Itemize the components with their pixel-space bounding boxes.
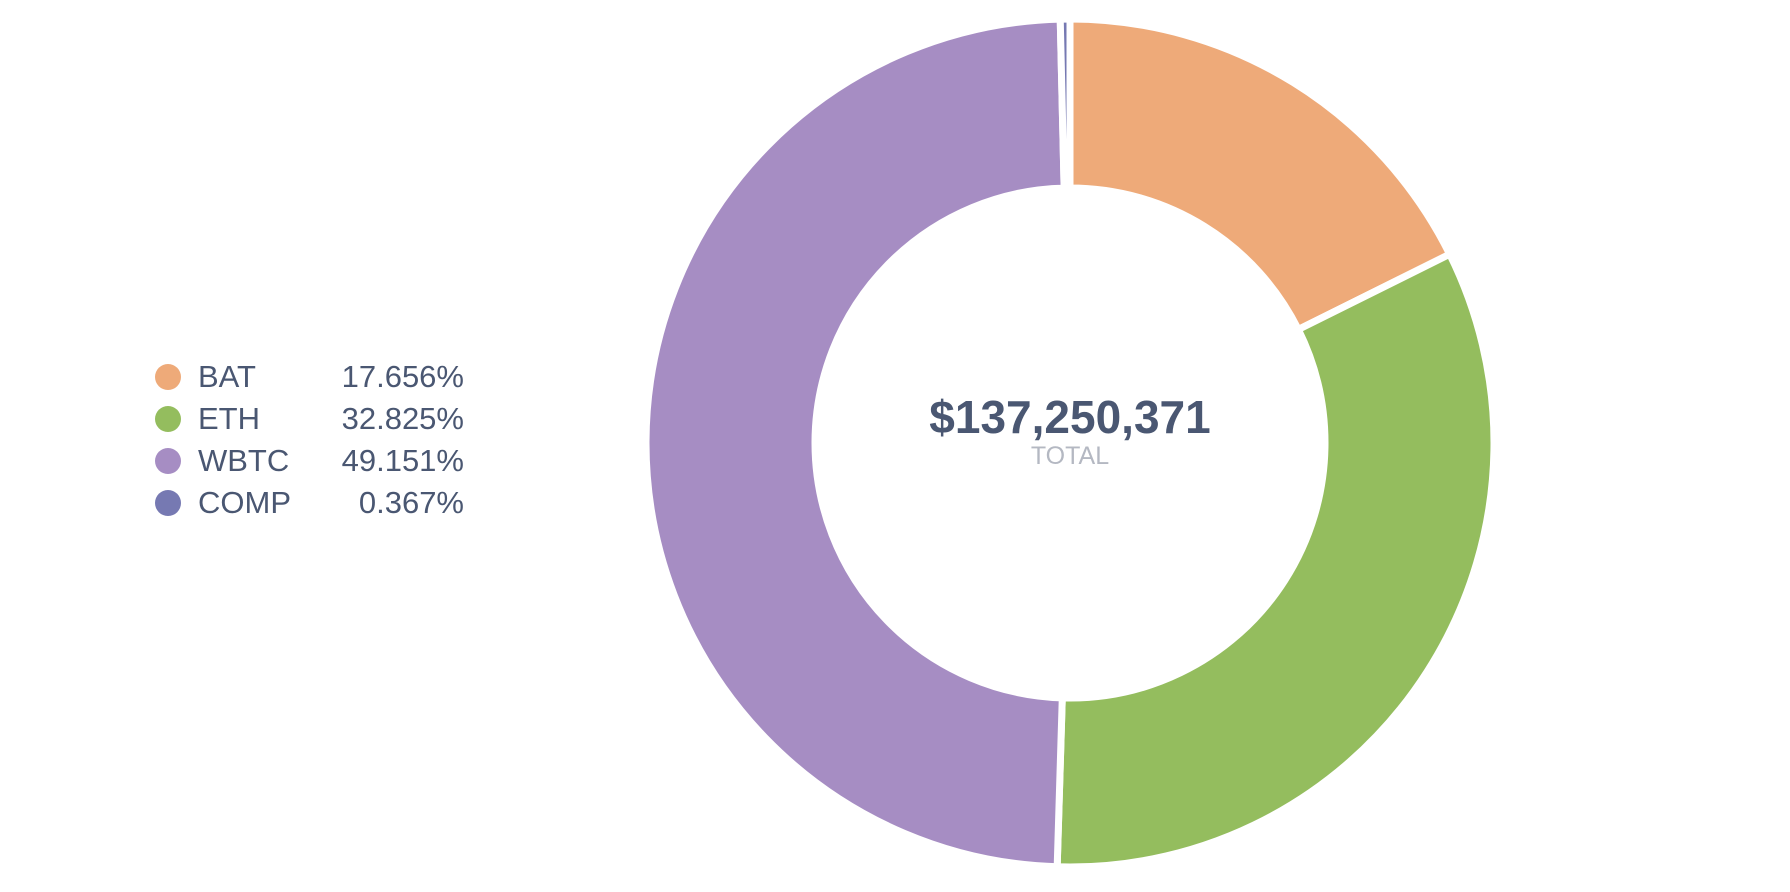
total-label: TOTAL (1030, 441, 1110, 470)
chart-legend: BAT 17.656% ETH 32.825% WBTC 49.151% COM… (155, 356, 475, 524)
legend-dot-wbtc (155, 448, 181, 474)
legend-dot-comp (155, 490, 181, 516)
legend-label-comp: COMP (198, 485, 291, 520)
legend-dot-bat (155, 364, 181, 390)
legend-label-wbtc: WBTC (198, 443, 290, 478)
legend-label-eth: ETH (198, 401, 260, 436)
slice-eth[interactable] (1053, 249, 1498, 871)
legend-value-bat: 17.656% (341, 359, 464, 394)
total-value: $137,250,371 (929, 391, 1211, 443)
slice-wbtc[interactable] (642, 15, 1068, 871)
legend-item-eth[interactable]: ETH 32.825% (155, 398, 475, 440)
legend-value-eth: 32.825% (341, 401, 464, 436)
legend-value-comp: 0.367% (358, 485, 464, 520)
legend-item-bat[interactable]: BAT 17.656% (155, 356, 475, 398)
legend-item-wbtc[interactable]: WBTC 49.151% (155, 440, 475, 482)
legend-dot-eth (155, 406, 181, 432)
slice-comp[interactable] (1056, 15, 1074, 192)
legend-item-comp[interactable]: COMP 0.367% (155, 482, 475, 524)
slice-bat[interactable] (1066, 15, 1455, 335)
legend-label-bat: BAT (198, 359, 256, 394)
donut-center: $137,250,371 TOTAL (870, 392, 1270, 470)
donut-slices (642, 15, 1498, 871)
legend-value-wbtc: 49.151% (341, 443, 464, 478)
